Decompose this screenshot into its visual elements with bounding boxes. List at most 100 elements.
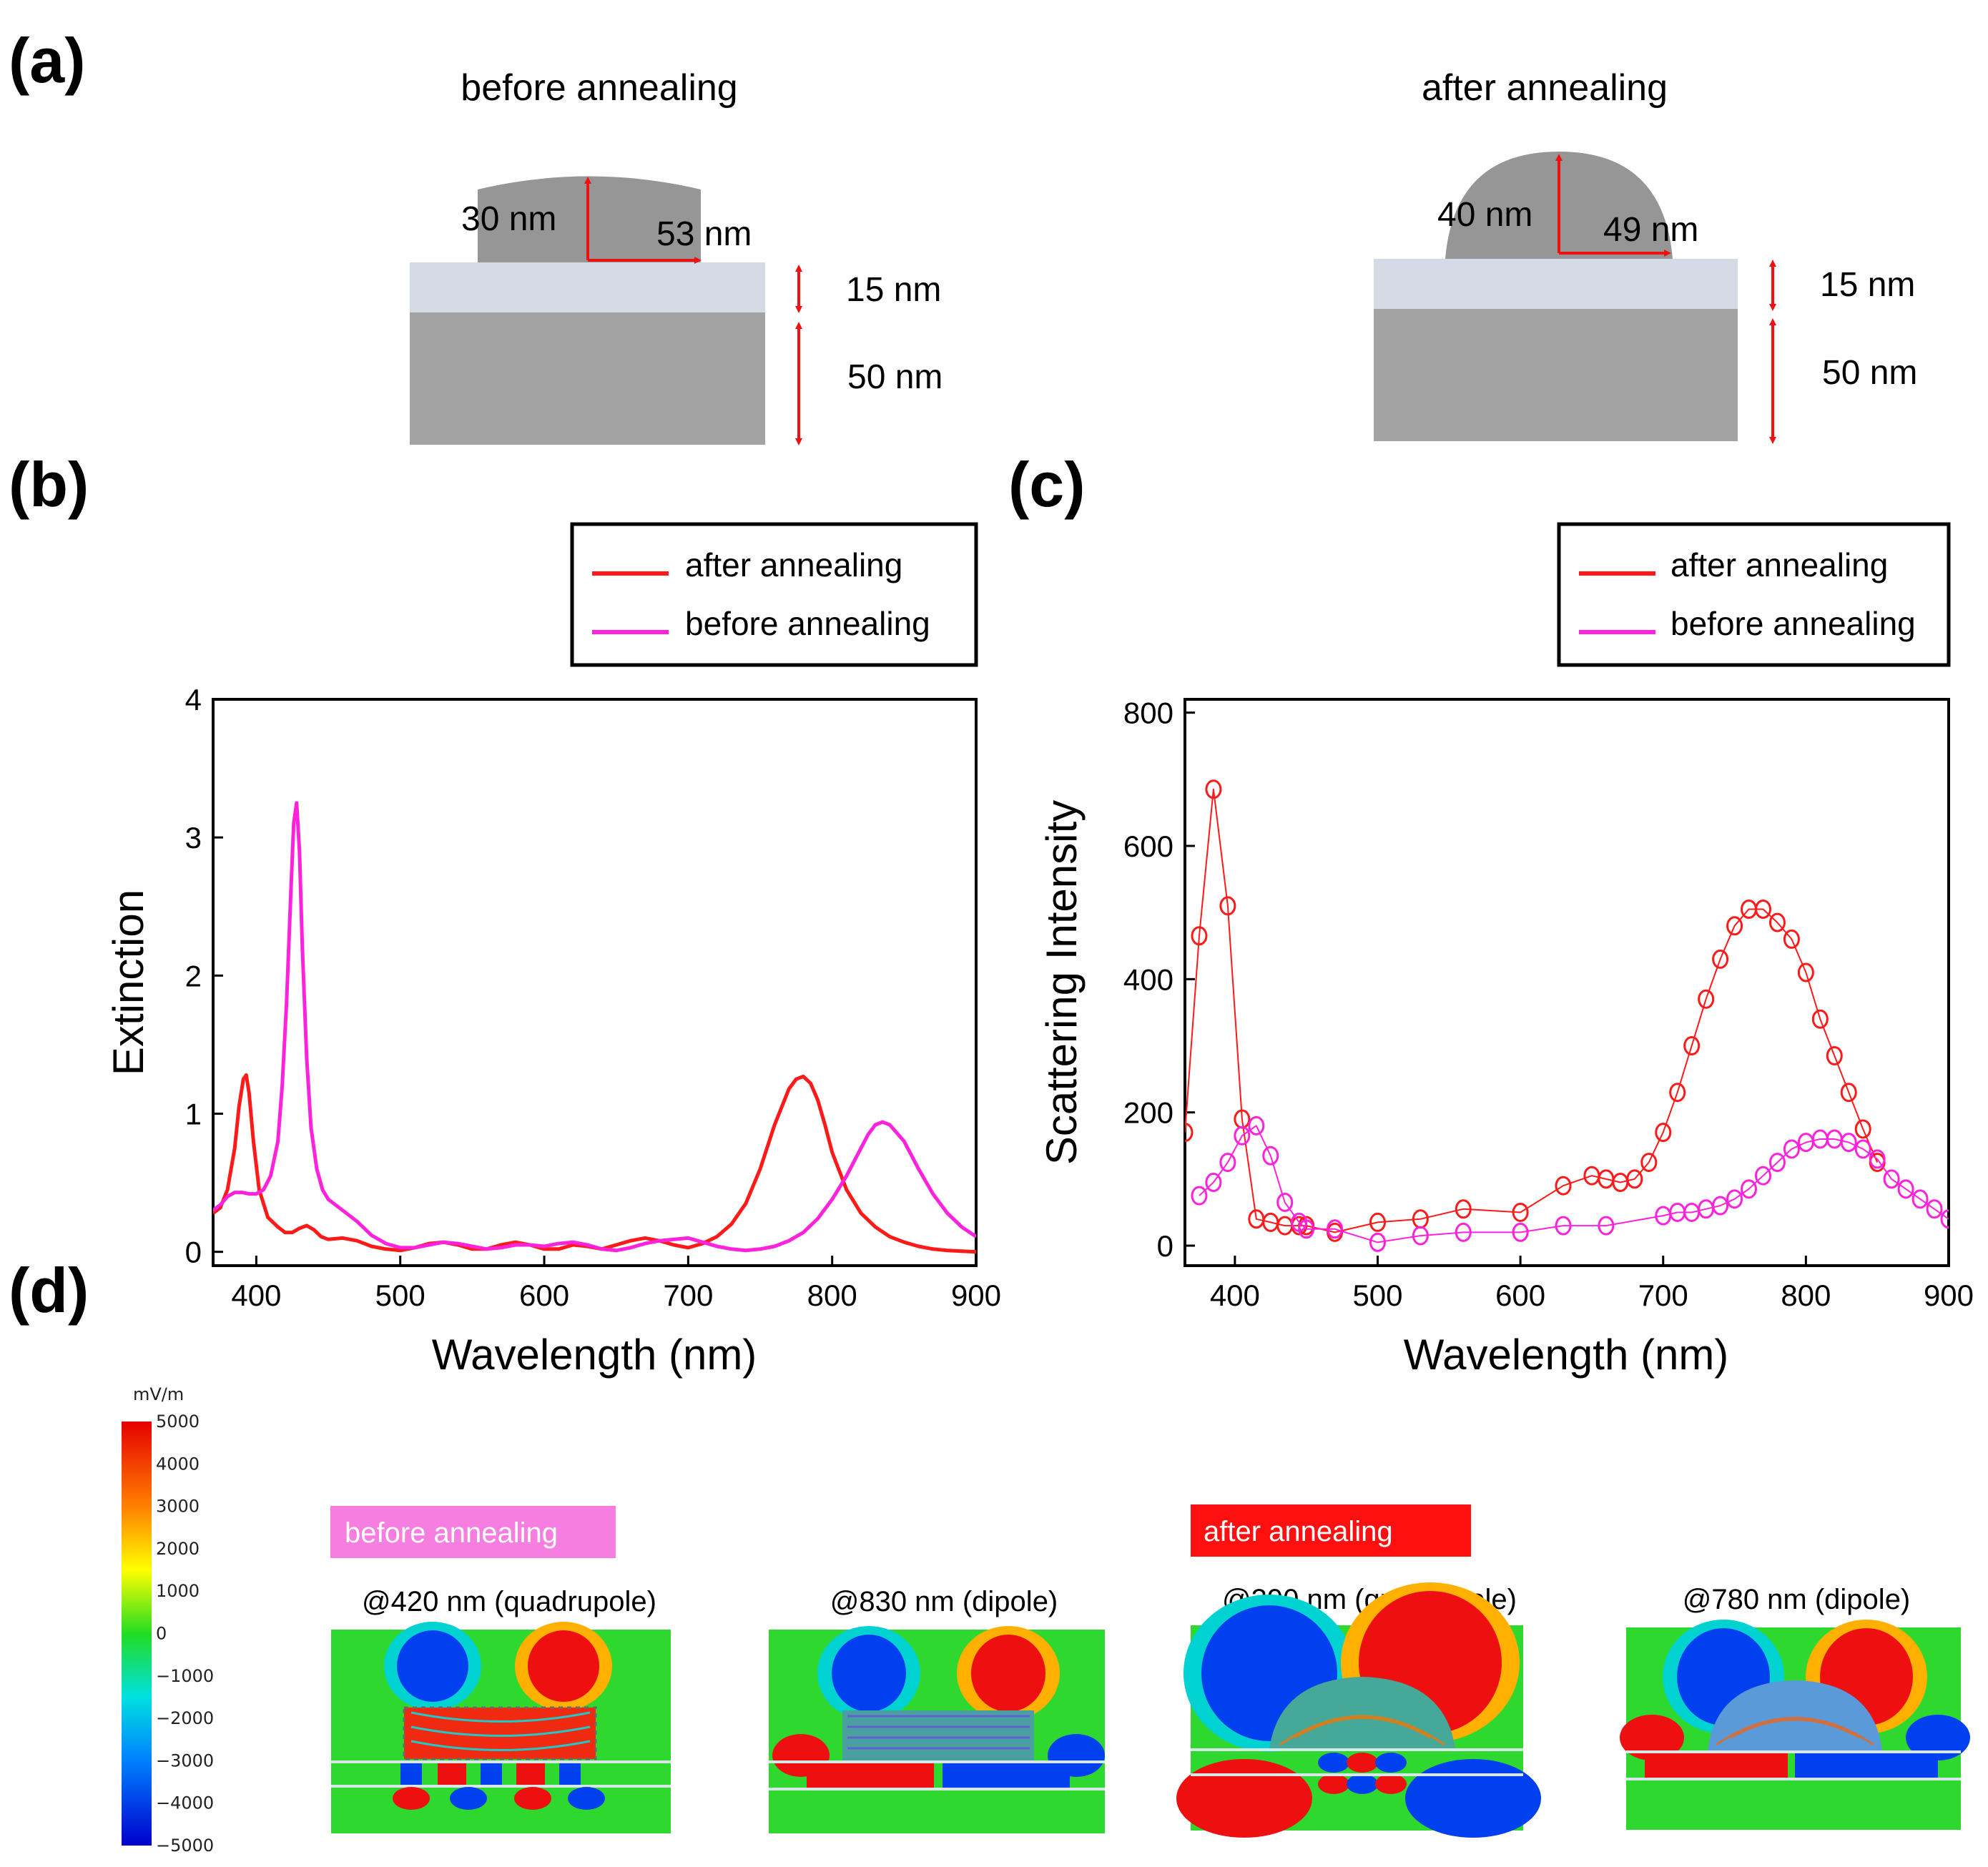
data-point-before: [1712, 1196, 1729, 1216]
radius-label-before: 53 nm: [656, 215, 752, 253]
colorbar-tick-label: 5000: [156, 1412, 200, 1432]
data-point-before: [1840, 1133, 1857, 1153]
data-point-before: [1248, 1115, 1265, 1136]
x-tick-label-600: 600: [519, 1279, 569, 1312]
oxide-thickness-after: 15 nm: [1820, 266, 1915, 304]
data-point-after: [1369, 1212, 1386, 1232]
field-map-390nm: @390 nm (quadrupole): [1176, 1582, 1541, 1838]
oxide-layer-after: [1374, 259, 1738, 309]
series-line-before: [213, 801, 976, 1253]
data-point-before: [1262, 1146, 1279, 1166]
x-tick-label-600: 600: [1495, 1279, 1545, 1312]
data-point-before: [1926, 1199, 1943, 1219]
panel-a-label: (a): [9, 25, 86, 96]
plot-frame-b: [212, 698, 978, 1267]
data-point-after: [1698, 989, 1715, 1009]
series-line-after: [1185, 788, 1879, 1233]
panel-c-label: (c): [1008, 449, 1086, 520]
data-point-after: [1811, 1009, 1829, 1029]
data-point-before: [1940, 1209, 1949, 1229]
data-point-before: [1191, 1186, 1208, 1206]
field-map-780nm-title: @780 nm (dipole): [1683, 1584, 1911, 1615]
colorbar-tick-label: −4000: [156, 1793, 214, 1813]
y-tick-label-800: 800: [1123, 696, 1173, 730]
data-point-after: [1826, 1045, 1843, 1065]
x-tick-label-500: 500: [375, 1279, 425, 1312]
colorbar-tick-label: 4000: [156, 1454, 200, 1474]
x-axis-label-c: Wavelength (nm): [1404, 1331, 1729, 1379]
data-point-after: [1726, 916, 1743, 936]
panel-d-label: (d): [9, 1255, 89, 1326]
y-tick-label-4: 4: [185, 683, 202, 716]
data-point-after: [1512, 1202, 1529, 1222]
data-point-before: [1854, 1139, 1871, 1159]
chart-scattering: after annealing before annealing 400 500 6…: [1038, 522, 1974, 1379]
y-tick-label-0: 0: [1157, 1229, 1173, 1263]
legend-label-before-c: before annealing: [1670, 605, 1916, 642]
colorbar-tick-label: 0: [156, 1624, 167, 1644]
tag-before-annealing: [330, 1506, 616, 1558]
x-tick-label-700: 700: [663, 1279, 713, 1312]
data-point-after: [1683, 1036, 1701, 1056]
data-point-before: [1897, 1179, 1914, 1199]
data-point-before: [1598, 1216, 1615, 1236]
field-map-830nm-title: @830 nm (dipole): [830, 1586, 1058, 1617]
metal-layer-before: [410, 312, 765, 445]
data-point-after: [1205, 779, 1222, 799]
oxide-thickness-before: 15 nm: [846, 271, 941, 309]
field-map-780nm: @780 nm (dipole): [1620, 1584, 1970, 1830]
data-point-before: [1412, 1226, 1429, 1246]
data-point-after: [1712, 949, 1729, 969]
data-point-after: [1854, 1119, 1871, 1139]
data-point-before: [1754, 1166, 1771, 1186]
axis-ticks-b: 400 500 600 700 800 900 0 1 2 3 4: [185, 683, 1001, 1312]
colorbar-gradient: [122, 1422, 152, 1846]
panel-b-label: (b): [9, 449, 89, 520]
height-label-after: 40 nm: [1437, 196, 1532, 234]
data-point-after: [1655, 1123, 1672, 1143]
data-point-before: [1555, 1216, 1572, 1236]
legend-box-c: [1557, 522, 1951, 667]
field-map-420nm: @420 nm (quadrupole): [331, 1586, 671, 1833]
data-point-after: [1219, 896, 1236, 916]
colorbar-tick-label: 3000: [156, 1497, 200, 1517]
legend-box-b: [570, 522, 978, 667]
legend-label-before-b: before annealing: [685, 605, 930, 642]
schematic-before: before annealing 30 nm 53 nm 15 nm 50 nm: [410, 67, 943, 445]
radius-label-after: 49 nm: [1603, 211, 1698, 249]
data-point-before: [1783, 1139, 1800, 1159]
x-tick-label-500: 500: [1352, 1279, 1402, 1312]
data-point-after: [1754, 900, 1771, 920]
y-tick-label-600: 600: [1123, 829, 1173, 863]
x-tick-label-800: 800: [807, 1279, 857, 1312]
colorbar-tick-label: 2000: [156, 1539, 200, 1559]
schematic-after: after annealing 40 nm 49 nm 15 nm 50 nm: [1374, 67, 1917, 444]
x-tick-label-900: 900: [1924, 1279, 1974, 1312]
metal-thickness-before: 50 nm: [847, 358, 943, 396]
data-point-before: [1726, 1189, 1743, 1209]
data-point-after: [1669, 1083, 1686, 1103]
metal-layer-after: [1374, 309, 1738, 441]
data-point-after: [1640, 1153, 1658, 1173]
data-point-after: [1191, 926, 1208, 946]
data-point-after: [1185, 1123, 1194, 1143]
plot-frame-c: [1184, 698, 1950, 1267]
data-point-after: [1768, 912, 1786, 932]
data-point-before: [1911, 1189, 1929, 1209]
data-point-before: [1741, 1179, 1758, 1199]
data-point-before: [1768, 1153, 1786, 1173]
x-axis-label-b: Wavelength (nm): [432, 1331, 757, 1379]
data-point-before: [1512, 1222, 1529, 1242]
data-point-after: [1455, 1199, 1472, 1219]
data-point-before: [1298, 1219, 1315, 1239]
data-point-before: [1869, 1149, 1886, 1169]
data-point-after: [1797, 962, 1814, 982]
data-point-before: [1205, 1173, 1222, 1193]
x-tick-label-400: 400: [1210, 1279, 1260, 1312]
colorbar: mV/m 5000 4000 3000 2000 1000 0 −1000 −2000 −300…: [122, 1384, 214, 1856]
field-map-830nm: @830 nm (dipole): [769, 1586, 1105, 1833]
colorbar-unit: mV/m: [133, 1384, 184, 1404]
y-axis-label-b: Extinction: [104, 890, 152, 1075]
tag-after-annealing-text: after annealing: [1204, 1516, 1393, 1547]
chart-extinction: after annealing before annealing 400 500 6…: [104, 522, 1001, 1379]
